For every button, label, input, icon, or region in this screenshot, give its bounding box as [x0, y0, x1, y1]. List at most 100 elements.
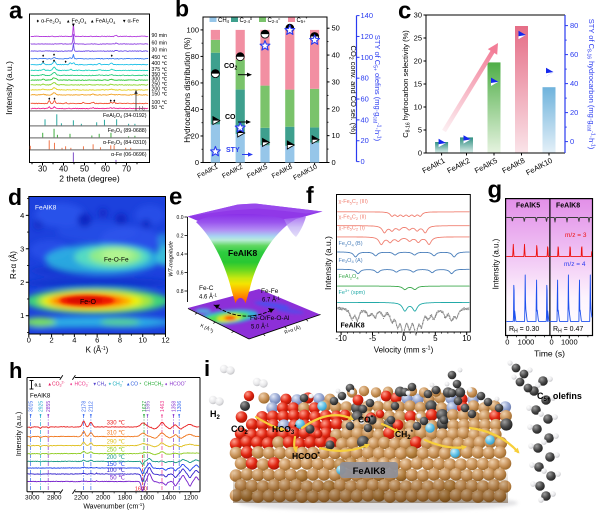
svg-text:2 theta (degree): 2 theta (degree): [59, 174, 120, 184]
svg-text:♦: ♦: [42, 53, 45, 58]
svg-text:1000: 1000: [518, 338, 535, 347]
svg-text:90 min: 90 min: [152, 33, 168, 39]
svg-text:2200: 2200: [74, 495, 89, 502]
svg-text:▼: ▼: [122, 19, 126, 24]
svg-text:WT-magnitude: WT-magnitude: [169, 241, 175, 277]
svg-text:300 ℃: 300 ℃: [152, 77, 168, 83]
svg-text:FeAlK8: FeAlK8: [500, 156, 526, 175]
svg-text:K (Å-1): K (Å-1): [199, 322, 215, 335]
svg-text:250 ℃: 250 ℃: [107, 447, 126, 453]
svg-text:STY: STY: [226, 147, 240, 154]
svg-text:▼: ▼: [146, 414, 150, 418]
svg-text:1200: 1200: [184, 495, 199, 502]
svg-text:250 ℃: 250 ℃: [152, 81, 168, 87]
svg-text:50: 50: [332, 24, 340, 33]
svg-text:80: 80: [570, 21, 578, 30]
svg-text:FeAlK5: FeAlK5: [516, 203, 540, 210]
svg-text:Fe-O/Fe-O-Al: Fe-O/Fe-O-Al: [250, 315, 290, 322]
svg-text:FeAlK5: FeAlK5: [246, 163, 269, 180]
svg-text:375 ℃: 375 ℃: [152, 67, 168, 73]
svg-text:CO: CO: [131, 382, 139, 388]
svg-text:α-Fe: α-Fe: [128, 19, 139, 25]
svg-text:f: f: [306, 182, 314, 208]
svg-text:▼: ▼: [172, 414, 176, 418]
svg-text:2855: 2855: [46, 401, 52, 412]
svg-text:▼: ▼: [82, 414, 86, 418]
svg-text:150 ℃: 150 ℃: [107, 462, 126, 468]
svg-text:♦: ♦: [161, 414, 163, 418]
svg-text:1463: 1463: [160, 401, 166, 412]
svg-text:FeAlK8: FeAlK8: [353, 466, 386, 477]
svg-text:♦: ♦: [110, 98, 113, 103]
svg-text:STY of C8-16 hydrocarbon (mg·g: STY of C8-16 hydrocarbon (mg·gcat-1·h-1): [586, 19, 597, 150]
svg-text:*: *: [140, 382, 142, 387]
svg-text:100: 100: [361, 53, 374, 62]
svg-text:1306: 1306: [177, 401, 183, 412]
svg-text:▼: ▼: [71, 23, 76, 29]
svg-text:8: 8: [118, 336, 122, 345]
svg-text:60 min: 60 min: [152, 41, 168, 47]
svg-text:▼: ▼: [89, 414, 93, 418]
svg-text:0.0: 0.0: [177, 215, 184, 221]
svg-text:♦: ♦: [42, 59, 45, 64]
svg-text:0: 0: [505, 338, 509, 347]
svg-text:60: 60: [570, 50, 578, 59]
svg-text:FeAlK2: FeAlK2: [221, 163, 244, 180]
svg-text:100: 100: [186, 25, 199, 34]
svg-text:Fe3O4 (B): Fe3O4 (B): [339, 241, 363, 247]
svg-text:♦: ♦: [111, 53, 114, 58]
svg-text:♦: ♦: [70, 382, 73, 387]
svg-text:♦: ♦: [53, 96, 56, 101]
svg-text:30: 30: [38, 165, 47, 174]
svg-text:4: 4: [72, 336, 76, 345]
svg-text:70: 70: [122, 165, 131, 174]
svg-text:C5+*: C5+*: [297, 16, 308, 24]
svg-text:0.4: 0.4: [177, 252, 184, 258]
svg-text:Intensity (a.u.): Intensity (a.u.): [4, 61, 14, 115]
svg-text:200 ℃: 200 ℃: [152, 86, 168, 92]
svg-text:α-Fe (06-0696): α-Fe (06-0696): [111, 152, 147, 158]
svg-text:FeAlK10: FeAlK10: [524, 156, 554, 177]
svg-text:♦: ♦: [37, 19, 40, 25]
svg-text:Fe3O4: Fe3O4: [72, 19, 87, 25]
svg-text:Hydrocarbons distribution (%): Hydrocarbons distribution (%): [183, 37, 192, 143]
svg-text:100 ℃: 100 ℃: [152, 100, 168, 106]
svg-text:40: 40: [59, 165, 68, 174]
svg-text:i: i: [204, 356, 210, 381]
svg-text:▼: ▼: [177, 414, 181, 418]
svg-text:0: 0: [550, 338, 554, 347]
svg-text:FeAlK8: FeAlK8: [271, 163, 294, 180]
svg-text:C2-4=: C2-4=: [268, 16, 281, 24]
svg-text:FeAlK5: FeAlK5: [473, 156, 499, 175]
svg-text:25: 25: [414, 34, 422, 43]
svg-text:Fe-Fe: Fe-Fe: [261, 288, 279, 295]
svg-text:10: 10: [332, 131, 340, 140]
svg-text:20: 20: [191, 131, 199, 140]
svg-text:20: 20: [361, 136, 369, 145]
svg-text:2112: 2112: [89, 401, 95, 412]
svg-text:▲: ▲: [126, 382, 130, 387]
svg-text:g: g: [488, 177, 503, 204]
svg-text:310 ℃: 310 ℃: [107, 430, 126, 436]
svg-text:6: 6: [95, 336, 99, 345]
svg-text:FeAlK10: FeAlK10: [292, 163, 318, 182]
svg-text:HCOO*: HCOO*: [292, 451, 321, 461]
svg-text:FeAlK8: FeAlK8: [30, 393, 51, 400]
svg-text:350 ℃: 350 ℃: [152, 72, 168, 78]
svg-text:RH = 0.30: RH = 0.30: [509, 326, 539, 335]
svg-text:χ-Fe5C2 (III): χ-Fe5C2 (III): [339, 199, 369, 205]
svg-text:0: 0: [195, 158, 199, 167]
svg-text:Intensity (a.u.): Intensity (a.u.): [492, 238, 501, 289]
svg-text:80: 80: [191, 52, 199, 61]
svg-text:1627: 1627: [142, 401, 148, 412]
svg-text:Intensity (a.u.): Intensity (a.u.): [323, 236, 333, 290]
svg-text:CH4: CH4: [97, 382, 106, 388]
svg-text:C2-40: C2-40: [240, 16, 253, 24]
svg-text:R+α (Å): R+α (Å): [9, 251, 18, 279]
svg-text:80: 80: [361, 74, 369, 83]
svg-text:FeAlK1: FeAlK1: [196, 163, 219, 180]
svg-text:CO2 conv. and CO sel. (%): CO2 conv. and CO sel. (%): [348, 46, 359, 135]
svg-text:15: 15: [414, 80, 422, 89]
svg-text:50: 50: [80, 165, 89, 174]
svg-text:100 ℃: 100 ℃: [107, 468, 126, 474]
